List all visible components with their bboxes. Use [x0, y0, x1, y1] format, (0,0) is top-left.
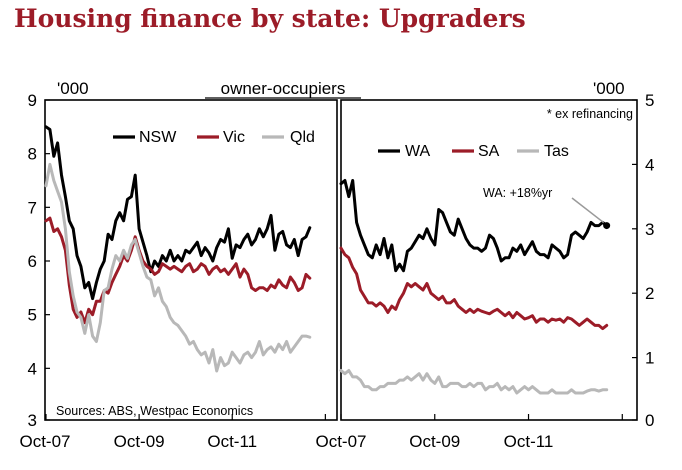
y-tick-label: 9	[28, 91, 37, 110]
y-tick-label: 0	[645, 411, 654, 430]
left-frame	[44, 99, 338, 421]
x-tick-label: Oct-07	[315, 432, 366, 451]
x-tick-label: Oct-09	[409, 432, 460, 451]
footnote: * ex refinancing	[547, 107, 633, 121]
series-line-sa	[339, 246, 609, 331]
y-tick-label: 1	[645, 349, 654, 368]
y-tick-label: 3	[645, 220, 654, 239]
legend-label-tas: Tas	[544, 143, 569, 160]
legend-label-vic: Vic	[223, 129, 245, 146]
y-tick-label: 6	[28, 252, 37, 271]
y-unit-label: '000	[57, 79, 89, 98]
x-tick-label: Oct-11	[207, 432, 257, 451]
source-note: Sources: ABS, Westpac Economics	[56, 404, 253, 418]
legend-label-nsw: NSW	[139, 129, 177, 146]
series-line-wa	[339, 179, 609, 273]
x-tick-label: Oct-09	[114, 432, 165, 451]
y-tick-label: 7	[28, 198, 37, 217]
annotation-leader	[571, 197, 605, 224]
legend-label-wa: WA	[405, 143, 431, 160]
chart-title: Housing finance by state: Upgraders	[14, 4, 526, 33]
x-tick-label: Oct-11	[504, 432, 554, 451]
series-line-nsw	[44, 125, 312, 301]
right-frame	[340, 99, 638, 421]
legend-label-sa: SA	[478, 143, 500, 160]
y-tick-label: 2	[645, 284, 654, 303]
wa-annotation: WA: +18%yr	[483, 186, 552, 200]
series-line-tas	[339, 369, 609, 395]
left-panel: 3 4 5 6 7 8 9 Oct-07 Oct-09 Oct-11 '000 NSW Vic Qld ow…	[19, 79, 361, 451]
x-tick-label: Oct-07	[19, 432, 70, 451]
y-tick-label: 4	[28, 359, 37, 378]
y-tick-label: 5	[645, 91, 654, 110]
series-line-vic	[44, 216, 312, 325]
y-tick-label: 3	[28, 411, 37, 430]
series-line-qld	[44, 162, 312, 373]
y-tick-label: 5	[28, 306, 37, 325]
right-panel: 0 1 2 3 4 5 Oct-07 Oct-09 Oct-11 '000 WA SA Tas * ex …	[315, 79, 654, 451]
y-tick-label: 4	[645, 155, 654, 174]
panel-header: owner-occupiers	[221, 79, 346, 98]
y-unit-label: '000	[593, 79, 625, 98]
legend-label-qld: Qld	[290, 129, 315, 146]
wa-endpoint-marker	[603, 222, 611, 230]
y-tick-label: 8	[28, 145, 37, 164]
